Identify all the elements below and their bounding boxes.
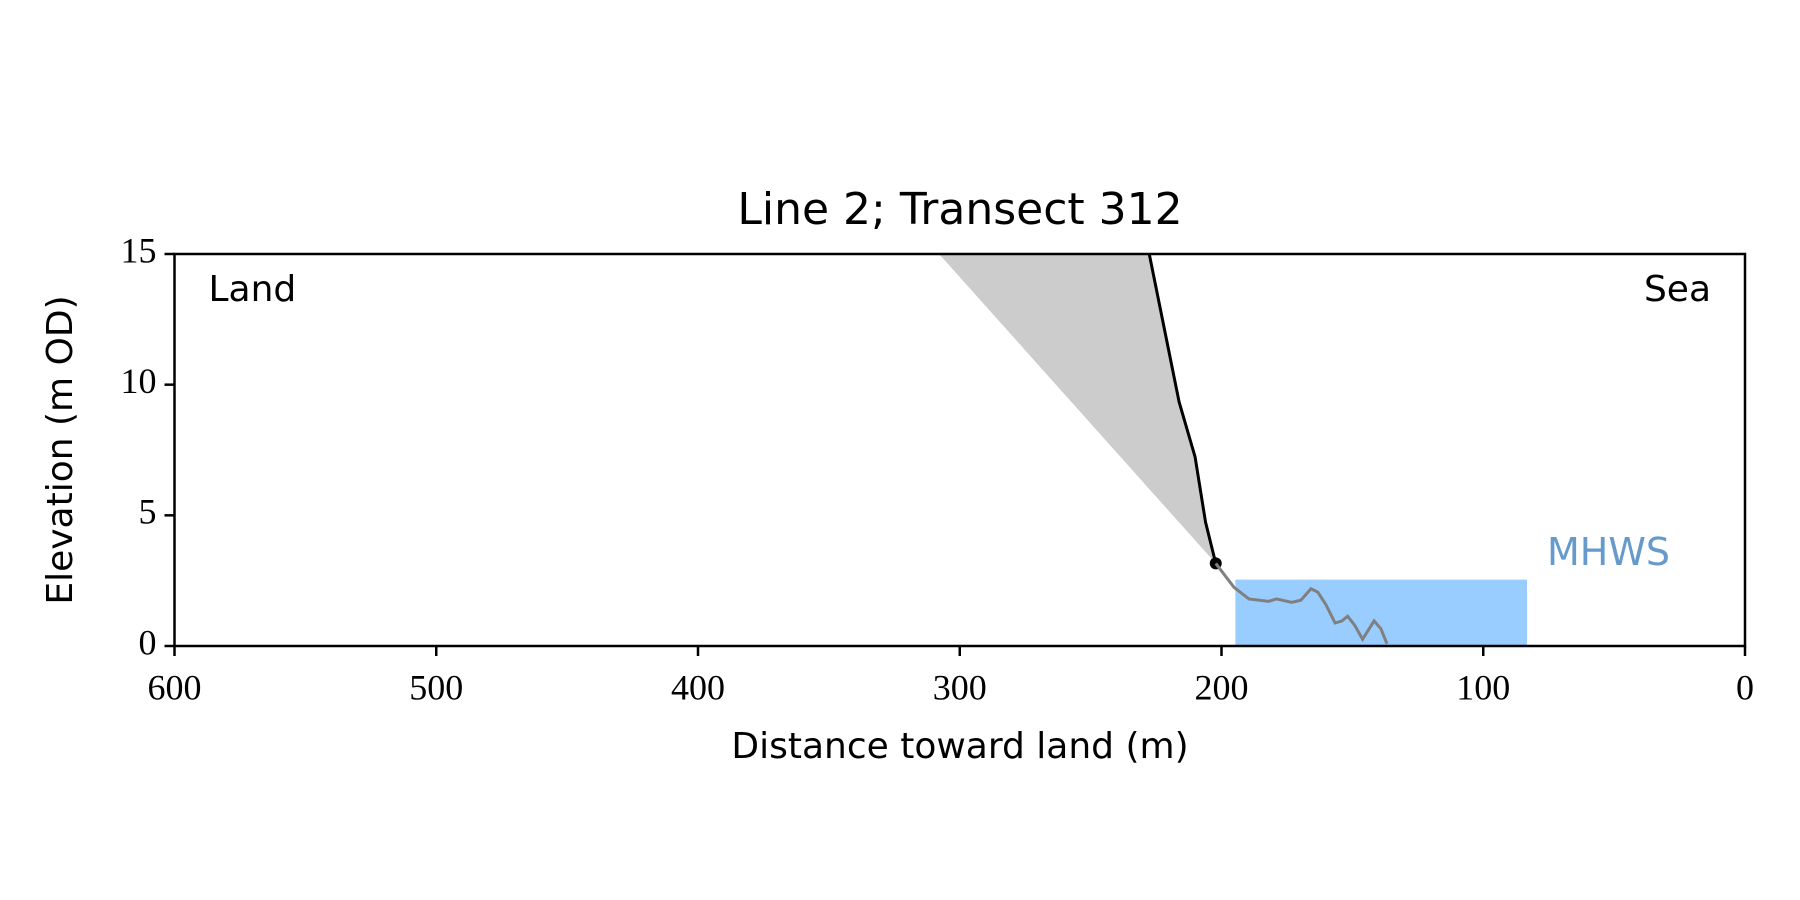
- x-tick-label: 600: [148, 667, 202, 707]
- shaded-area: [939, 254, 1216, 564]
- annotation: Land: [209, 269, 297, 310]
- annotation: Sea: [1644, 269, 1711, 310]
- x-tick-label: 500: [409, 667, 463, 707]
- x-axis-label: Distance toward land (m): [731, 726, 1188, 767]
- x-tick-label: 0: [1736, 667, 1754, 707]
- y-tick-label: 0: [139, 622, 157, 662]
- y-axis-label: Elevation (m OD): [40, 295, 81, 604]
- x-tick-label: 200: [1195, 667, 1249, 707]
- y-tick-label: 15: [121, 230, 157, 270]
- chart-title: Line 2; Transect 312: [737, 184, 1182, 235]
- mhws-band: [1235, 579, 1527, 646]
- x-tick-label: 100: [1456, 667, 1510, 707]
- y-tick-label: 5: [139, 492, 157, 532]
- profile-line: [1214, 562, 1389, 645]
- x-tick-label: 400: [671, 667, 725, 707]
- profile-line: [1147, 253, 1218, 564]
- x-tick-label: 300: [933, 667, 987, 707]
- y-tick-label: 10: [121, 361, 157, 401]
- mhws-label: MHWS: [1547, 530, 1670, 574]
